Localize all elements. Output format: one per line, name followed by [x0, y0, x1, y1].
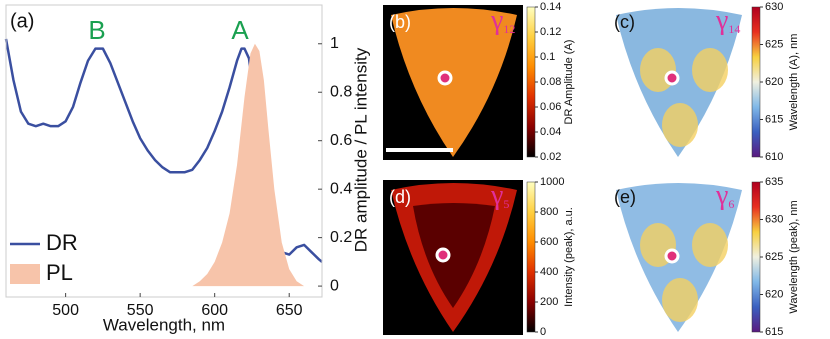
colorbar-tick-label: 0.04	[540, 126, 561, 138]
colorbar-tick-label: 0.08	[540, 76, 561, 88]
y-tick-label: 0.6	[330, 132, 352, 149]
y-tick-label: 0	[330, 277, 339, 294]
gamma-symbol: γ14	[715, 5, 740, 36]
gamma-letter: γ	[490, 180, 503, 211]
colorbar-tick-label: 600	[540, 236, 558, 248]
gamma-subscript: 5	[503, 197, 509, 211]
x-tick-label: 600	[201, 302, 228, 319]
panel-label: (b)	[389, 12, 411, 32]
colorbar-tick-label: 0.12	[540, 26, 561, 38]
legend-label: PL	[46, 260, 73, 285]
gamma-letter: γ	[715, 180, 728, 211]
colorbar-tick-label: 625	[765, 38, 783, 50]
flake-lobe	[692, 223, 728, 267]
colorbar-tick-label: 630	[765, 1, 783, 13]
colorbar-tick-label: 0.06	[540, 101, 561, 113]
probe-spot	[664, 248, 680, 264]
panel-label: (c)	[614, 12, 635, 32]
colorbar	[751, 6, 761, 158]
peak-label: A	[231, 15, 249, 45]
panel-label: (d)	[389, 187, 411, 207]
flake-lobe	[662, 103, 698, 147]
colorbar-tick-label: 0.1	[540, 51, 555, 63]
colorbar-tick-label: 620	[765, 76, 783, 88]
probe-spot	[664, 70, 680, 86]
y-tick-label: 0.4	[330, 180, 352, 197]
flake-lobe	[662, 278, 698, 322]
colorbar-tick-label: 615	[765, 326, 783, 338]
probe-spot	[437, 70, 453, 86]
colorbar-tick-label: 620	[765, 288, 783, 300]
gamma-symbol: γ12	[490, 5, 515, 36]
colorbar-tick-label: 635	[765, 176, 783, 188]
colorbar	[526, 181, 536, 333]
colorbar-tick-label: 200	[540, 296, 558, 308]
x-tick-label: 650	[276, 302, 303, 319]
y-tick-label: 0.2	[330, 229, 352, 246]
x-tick-label: 500	[52, 302, 79, 319]
gamma-letter: γ	[715, 5, 728, 36]
colorbar	[751, 181, 761, 333]
x-tick-label: 550	[127, 302, 154, 319]
colorbar-tick-label: 1000	[540, 176, 564, 188]
colorbar-tick-label: 0.14	[540, 1, 561, 13]
flake	[616, 8, 742, 157]
peak-label: B	[88, 15, 105, 45]
gamma-letter: γ	[490, 5, 503, 36]
gamma-symbol: γ5	[490, 180, 509, 211]
colorbar-tick-label: 800	[540, 206, 558, 218]
colorbar-tick-label: 630	[765, 213, 783, 225]
colorbar-label: Wavelength (peak), nm	[788, 200, 800, 313]
colorbar-tick-label: 0	[540, 326, 546, 338]
gamma-subscript: 14	[728, 22, 740, 36]
colorbar	[526, 6, 536, 158]
y-tick-label: 0.8	[330, 83, 352, 100]
flake-lobe	[692, 48, 728, 92]
gamma-symbol: γ6	[715, 180, 734, 211]
x-axis-label: Wavelength, nm	[103, 315, 225, 334]
colorbar-tick-label: 625	[765, 251, 783, 263]
panel-label: (a)	[10, 10, 34, 32]
legend-label: DR	[46, 230, 78, 255]
legend-swatch	[10, 264, 40, 284]
y-tick-label: 1	[330, 35, 339, 52]
probe-spot	[435, 247, 451, 263]
flake-lobe	[640, 48, 676, 92]
colorbar-tick-label: 615	[765, 113, 783, 125]
colorbar-tick-label: 610	[765, 151, 783, 163]
colorbar-tick-label: 400	[540, 266, 558, 278]
pl-area	[192, 43, 305, 287]
colorbar-label: Wavelength (A), nm	[788, 34, 800, 131]
plot-frame	[5, 4, 323, 298]
flake-center	[413, 203, 495, 308]
panel-label: (e)	[614, 187, 636, 207]
y-axis-label: DR amplitude / PL intensity	[351, 47, 370, 252]
gamma-subscript: 12	[503, 22, 515, 36]
flake	[391, 8, 517, 157]
colorbar-tick-label: 0.02	[540, 151, 561, 163]
colorbar-label: DR Amplitude (A)	[563, 40, 575, 125]
gamma-subscript: 6	[728, 197, 734, 211]
colorbar-label: Intensity (peak), a.u.	[563, 207, 575, 307]
